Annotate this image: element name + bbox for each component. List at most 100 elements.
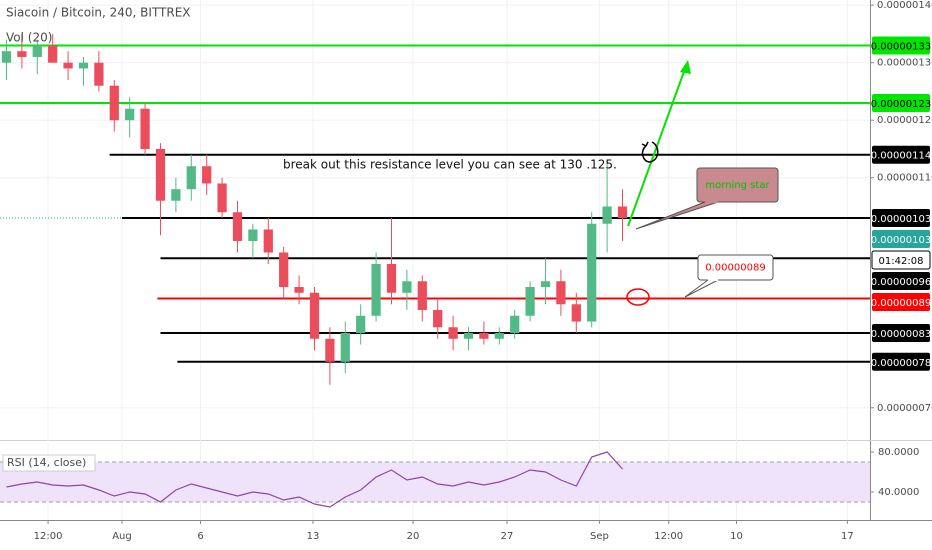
candle-body: [1, 51, 12, 63]
x-tick-label: 6: [197, 531, 203, 542]
candle-body: [463, 333, 474, 339]
candle-body: [617, 206, 628, 218]
rsi-tick-label: 40.0000: [878, 487, 919, 498]
level-label-group: 0.00000096: [871, 271, 931, 290]
candle-body: [232, 212, 243, 241]
candle-body: [371, 264, 381, 316]
arrow-head: [680, 60, 691, 74]
callout-pointer: [635, 201, 719, 230]
x-tick-label: Aug: [112, 531, 132, 542]
level-label-bg: [872, 292, 930, 311]
rsi-line: [6, 451, 623, 508]
rsi-label: RSI (14, close): [7, 456, 86, 469]
candle-body: [294, 287, 304, 293]
candle-body: [340, 333, 350, 362]
candle-body: [279, 252, 289, 288]
level-label-group: 0.00000089: [871, 292, 931, 311]
level-label-group: 0.00000103: [871, 208, 931, 227]
candle-body: [263, 229, 273, 253]
x-tick-label: 13: [307, 531, 320, 542]
countdown-label-group: 01:42:08: [871, 250, 931, 270]
callout-text: 0.00000089: [705, 263, 765, 274]
level-label-bg: [872, 145, 930, 164]
y-tick-label: 0.00000070: [877, 403, 932, 414]
level-label-bg: [872, 324, 930, 343]
level-label-group: 0.00000083: [871, 324, 931, 343]
candle-body: [171, 189, 181, 201]
last-price-label: 0.00000103: [871, 235, 931, 246]
last-price-label-group: 0.00000103: [871, 229, 931, 248]
candle-body: [32, 45, 42, 57]
candle-body: [556, 281, 566, 305]
countdown-label: 01:42:08: [879, 256, 924, 267]
candle-body: [125, 108, 135, 121]
candle-body: [386, 264, 397, 293]
x-tick-label: 17: [841, 531, 854, 542]
candle-body: [587, 223, 597, 322]
candles: [1, 33, 628, 385]
rsi-pane: 80.0000 40.0000 RSI (14, close): [0, 447, 919, 508]
y-tick-label: 0.00000110: [877, 173, 932, 184]
level-label-bg: [872, 208, 930, 227]
level-label: 0.00000123: [871, 99, 931, 110]
level-label: 0.00000133: [871, 41, 931, 52]
rotate-mark-head: [641, 141, 649, 147]
level-label-group: 0.00000114: [871, 145, 931, 164]
rsi-band: [0, 462, 870, 502]
candle-body: [571, 304, 581, 322]
candle-body: [155, 148, 166, 201]
x-tick-label: 10: [730, 531, 743, 542]
drawings: morning star 0.00000089: [626, 60, 779, 306]
candle-body: [402, 281, 412, 293]
candle-body: [248, 229, 258, 241]
candle-body: [448, 327, 458, 339]
candle-body: [540, 281, 551, 288]
candle-body: [433, 310, 443, 328]
x-tick-label: 12:00: [654, 531, 683, 542]
level-label-bg: [872, 271, 930, 290]
callout-box: [696, 167, 779, 203]
candle-body: [78, 62, 89, 69]
candle-body: [417, 281, 427, 311]
candle-body: [325, 338, 335, 362]
x-tick-label: 12:00: [34, 531, 63, 542]
candle-body: [63, 62, 73, 69]
level-label: 0.00000083: [871, 329, 931, 340]
level-label-bg: [872, 352, 930, 371]
rotate-mark: [641, 141, 659, 163]
candle-body: [217, 183, 227, 213]
candle-body: [309, 292, 320, 339]
candle-body: [186, 166, 196, 190]
support-circle: [626, 288, 650, 306]
level-label-group: 0.00000078: [871, 352, 931, 371]
price-labels: 0.00000133 0.00000123 0.00000114 0.00000103…: [871, 36, 931, 371]
x-tick-label: 27: [501, 531, 514, 542]
y-tick-label: 0.00000130: [877, 58, 932, 69]
volume-label: Vol (20): [6, 31, 52, 45]
candle-body: [602, 206, 612, 224]
candle-body: [140, 108, 150, 149]
candle-body: [479, 333, 489, 339]
candle-body: [510, 315, 520, 334]
level-label: 0.00000114: [871, 151, 931, 162]
level-label-bg: [872, 36, 930, 55]
rsi-label-box: [2, 454, 96, 472]
candle-body: [494, 333, 504, 339]
candle-body: [109, 85, 119, 121]
candle-body: [17, 51, 27, 57]
callout-text: morning star: [705, 180, 770, 191]
level-label-group: 0.00000133: [871, 36, 931, 55]
level-label: 0.00000078: [871, 358, 931, 369]
level-label: 0.00000089: [871, 298, 931, 309]
level-label-bg: [872, 93, 930, 112]
countdown-label-bg: [871, 250, 931, 270]
callout-box: [697, 254, 774, 281]
candle-body: [356, 315, 366, 334]
x-tick-label: 20: [407, 531, 420, 542]
callout-pointer: [684, 279, 719, 298]
rsi-tick-label: 80.0000: [878, 447, 919, 458]
level-label-group: 0.00000123: [871, 93, 931, 112]
candle-body: [94, 62, 104, 86]
